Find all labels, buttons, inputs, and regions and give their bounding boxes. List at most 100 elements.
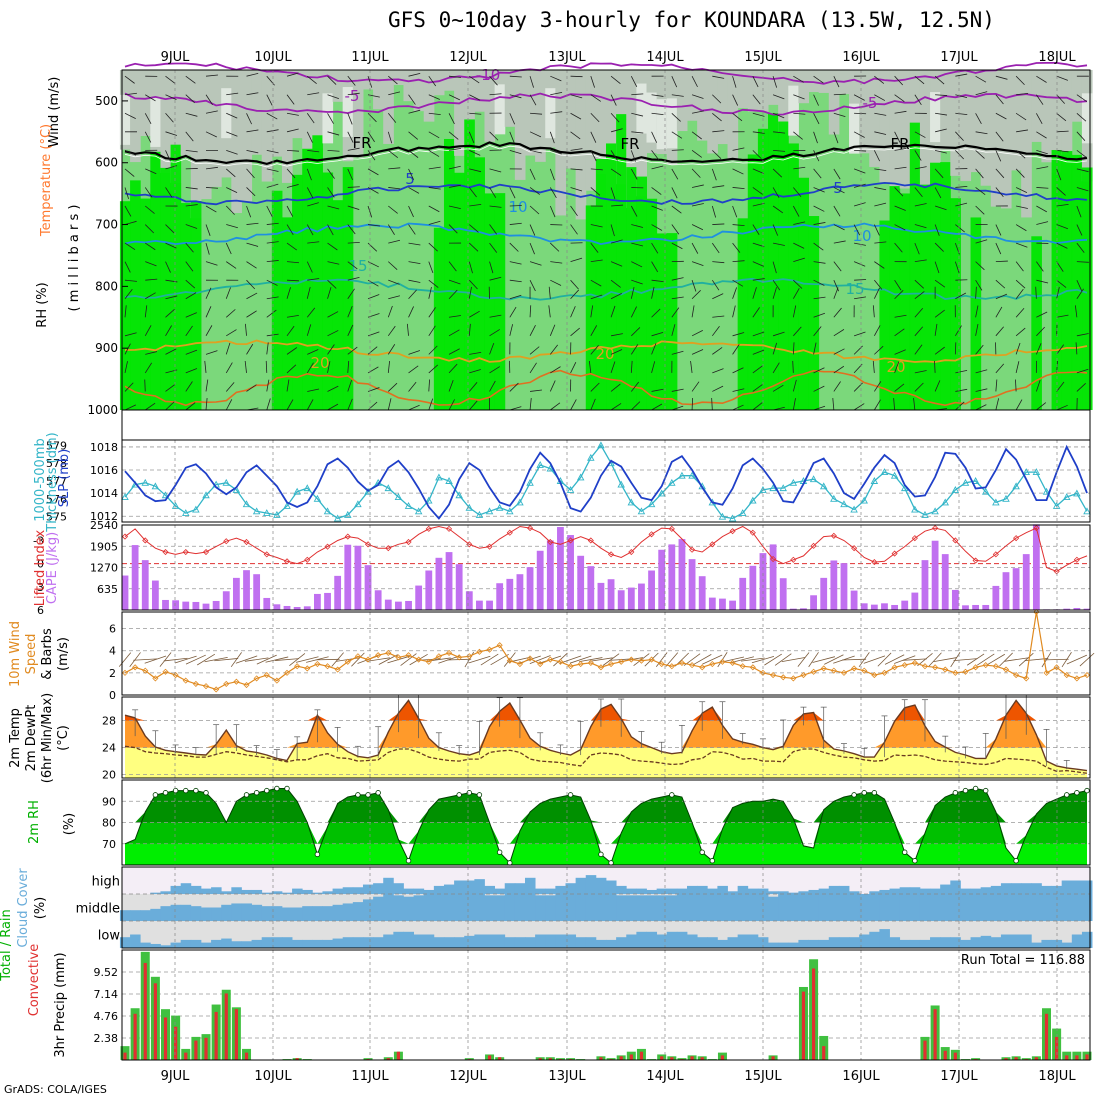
thickness-point — [192, 505, 200, 513]
wind-barb — [428, 325, 436, 337]
wind-barb — [732, 404, 744, 411]
temp-fill-high — [125, 700, 1087, 721]
rh-point — [193, 787, 199, 794]
wind-barb — [428, 364, 438, 374]
wind-barb — [246, 292, 258, 300]
pressure-tick-label: 600 — [95, 156, 118, 170]
wind-barb — [367, 76, 373, 88]
wind-barb — [185, 131, 194, 142]
date-label-bottom: 9JUL — [161, 1069, 191, 1084]
thickness-point — [657, 489, 666, 497]
precip-convective-bar — [822, 1046, 826, 1060]
wind-barb — [692, 654, 712, 666]
thickness-point — [819, 482, 828, 490]
wind-speed-point — [577, 660, 584, 668]
precip-convective-bar — [123, 1052, 127, 1060]
wind-barb — [468, 400, 478, 411]
cloud-bar — [788, 894, 799, 921]
wind-barb — [813, 113, 820, 125]
wind-barb — [914, 131, 926, 138]
wind-barb — [1056, 286, 1060, 299]
wind-barb — [610, 361, 616, 374]
li-point — [1033, 525, 1040, 532]
wind-speed-point — [1043, 669, 1050, 676]
cape-bar — [1002, 572, 1010, 610]
wind-barb — [665, 652, 679, 667]
wind-speed-point — [699, 664, 706, 671]
cloud-bar — [1051, 894, 1063, 921]
wind-barb — [387, 360, 391, 373]
wind-barb — [165, 75, 176, 84]
rh-moist-region — [919, 184, 931, 410]
cloud-bar — [322, 939, 333, 948]
wind-speed-point — [921, 663, 929, 670]
wind-speed-point — [597, 664, 605, 671]
wind-barb — [842, 658, 867, 661]
cloud-bar — [1061, 894, 1073, 921]
cloud-bar — [464, 894, 475, 921]
wind-barb — [428, 187, 441, 190]
cloud-bar — [474, 879, 485, 894]
wind-barb — [833, 131, 839, 144]
cape-bar — [921, 560, 929, 610]
wind-barb — [1015, 399, 1023, 411]
rh-dry-region — [251, 70, 263, 155]
cloud-bar — [606, 880, 617, 894]
wind-barb — [610, 279, 621, 288]
cloud-bar — [636, 931, 647, 948]
cloud-bar — [1021, 894, 1032, 921]
wind-barb — [205, 379, 209, 392]
wind-barb — [347, 75, 356, 86]
wind-barb — [1056, 344, 1065, 355]
cloud-bar — [190, 939, 202, 948]
wind-barb — [1035, 379, 1041, 392]
wind-barb — [225, 287, 231, 299]
wind-barb — [631, 261, 643, 268]
wind-barb — [1036, 279, 1049, 284]
cloud-bar — [211, 907, 222, 921]
wind-barb — [489, 131, 499, 141]
wind-barb — [630, 150, 636, 162]
wind-barb — [327, 361, 331, 373]
wind-barb — [165, 131, 178, 136]
wind-barb — [792, 342, 795, 355]
cloud-bar — [555, 894, 566, 921]
wind-barb — [914, 259, 927, 263]
cloud-bar — [352, 902, 364, 921]
wind-barb — [914, 94, 922, 106]
wind-barb — [448, 165, 461, 170]
rh-point — [902, 849, 908, 855]
wind-barb — [550, 366, 561, 374]
thickness-point — [1022, 468, 1030, 476]
date-label-top: 12JUL — [449, 50, 487, 65]
wind-barb — [732, 112, 743, 122]
wind-barb — [306, 261, 313, 273]
isotherm-label: -5 — [863, 94, 878, 112]
wind-barb — [631, 279, 643, 285]
cape-bar — [617, 590, 625, 610]
cloud-bar — [1011, 894, 1022, 921]
wind-barb — [204, 657, 228, 663]
wind-barb — [205, 350, 218, 355]
cloud-bar — [494, 895, 506, 921]
wind-barb — [448, 348, 460, 355]
thickness-point — [425, 496, 433, 504]
wind-barb — [549, 380, 556, 392]
wind-barb — [691, 150, 702, 158]
wind-barb — [590, 131, 597, 143]
wind-barb — [468, 286, 472, 299]
wind-barb — [1056, 130, 1069, 133]
wind-barb — [246, 310, 257, 318]
cloud-bar — [838, 885, 850, 894]
wind-barb — [570, 205, 578, 217]
wind-barb — [874, 187, 887, 191]
wind-barb — [509, 406, 522, 411]
cloud-bar — [433, 937, 445, 948]
wind-speed-point — [658, 660, 665, 668]
temp-tick-label: 20 — [102, 769, 116, 782]
wind-barb — [772, 94, 785, 100]
cloud-bar — [859, 934, 870, 948]
wind-barb — [671, 76, 678, 88]
wind-barb — [610, 349, 623, 355]
date-label-top: 9JUL — [161, 50, 191, 65]
